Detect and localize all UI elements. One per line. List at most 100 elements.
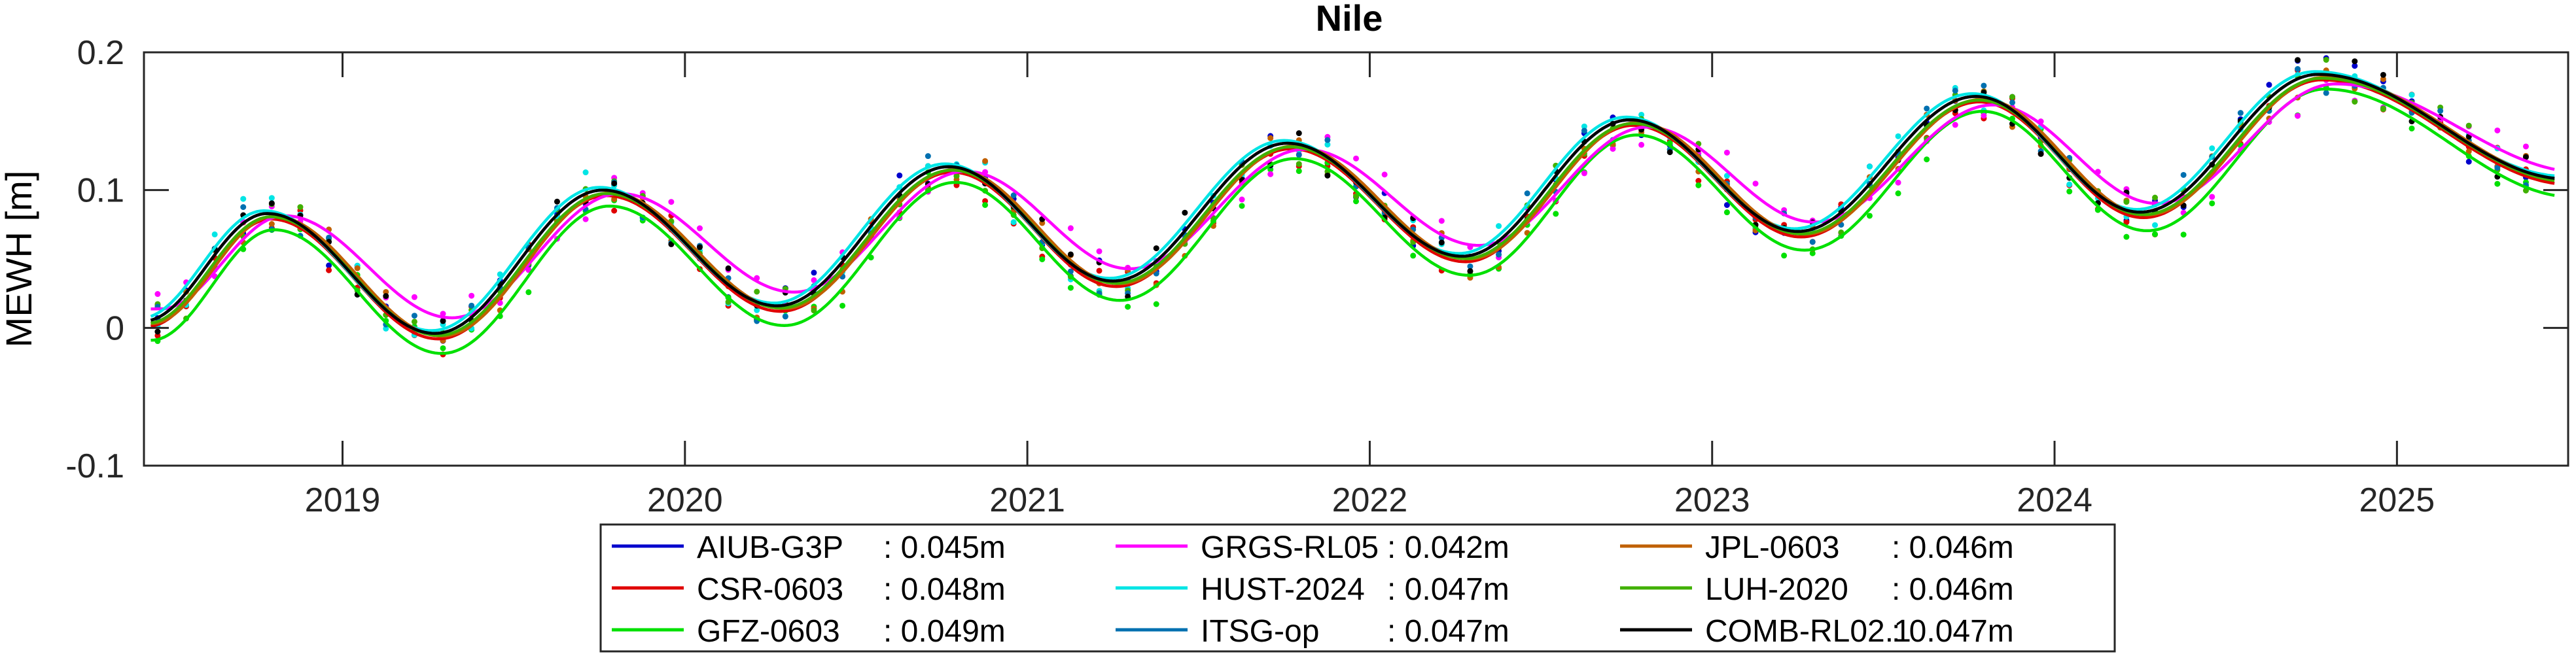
data-point xyxy=(1695,182,1702,188)
data-point xyxy=(1952,88,1958,94)
data-point xyxy=(268,221,275,228)
data-point xyxy=(1638,141,1645,148)
data-point xyxy=(1752,181,1759,187)
data-point xyxy=(326,267,332,273)
data-point xyxy=(1267,171,1274,177)
data-point xyxy=(1895,133,1901,139)
data-point xyxy=(1467,263,1473,269)
data-point xyxy=(611,180,618,186)
x-tick-label: 2023 xyxy=(1674,481,1750,519)
legend-box xyxy=(599,523,2116,653)
data-point xyxy=(1296,152,1302,158)
data-point xyxy=(1781,252,1788,259)
data-point xyxy=(154,328,161,335)
data-point xyxy=(1924,105,1930,112)
data-point xyxy=(1067,251,1074,258)
data-point xyxy=(1296,168,1302,175)
data-point xyxy=(1438,218,1445,224)
legend: AIUB-G3P: 0.045m CSR-0603: 0.048m GFZ-0603… xyxy=(599,523,2116,653)
data-point xyxy=(668,199,675,205)
y-tick-label: 0.1 xyxy=(77,172,124,210)
data-point xyxy=(211,231,218,237)
data-point xyxy=(2352,58,2358,65)
data-point xyxy=(1723,201,1730,208)
data-point xyxy=(896,172,903,179)
data-point xyxy=(1182,209,1188,216)
series-line xyxy=(150,87,2555,355)
data-point xyxy=(1039,256,1046,262)
data-point xyxy=(240,196,247,202)
x-tick-label: 2024 xyxy=(2017,481,2092,519)
data-point xyxy=(1410,252,1417,259)
data-point xyxy=(2295,66,2301,73)
data-point xyxy=(1296,161,1302,167)
data-point xyxy=(2209,145,2215,152)
data-point xyxy=(1324,141,1331,148)
data-point xyxy=(1809,239,1816,245)
data-point xyxy=(1695,178,1702,184)
data-point xyxy=(1353,155,1359,162)
data-point xyxy=(2152,194,2159,201)
data-point xyxy=(2437,108,2444,114)
data-point xyxy=(1638,111,1645,118)
axes-layer xyxy=(143,51,2569,467)
legend-label: CSR-0603 xyxy=(697,572,843,607)
data-point xyxy=(2465,148,2472,155)
data-point xyxy=(2465,122,2472,129)
data-point xyxy=(2323,90,2329,96)
data-point xyxy=(1895,190,1901,197)
data-point xyxy=(1866,213,1873,219)
data-point xyxy=(297,204,304,211)
data-point xyxy=(811,277,817,283)
data-point xyxy=(326,262,332,269)
data-point xyxy=(2123,233,2130,240)
data-point xyxy=(2380,76,2386,82)
data-point xyxy=(1096,267,1103,274)
data-point xyxy=(582,169,589,176)
data-point xyxy=(440,311,446,317)
data-point xyxy=(1125,303,1131,310)
plot-frame xyxy=(143,51,2569,467)
data-point xyxy=(2295,112,2301,119)
data-point xyxy=(782,313,788,320)
ticks-layer: 2019 2020 2021 2022 2023 2024 2025 -0.1 0 0.1 0.2 xyxy=(65,34,2568,519)
legend-label: COMB-RL02.1 xyxy=(1705,614,1911,649)
data-point xyxy=(811,269,817,276)
data-point xyxy=(1239,196,1245,203)
data-point xyxy=(268,195,275,201)
data-point xyxy=(554,198,560,205)
data-point xyxy=(2152,222,2159,228)
data-point xyxy=(1723,149,1730,156)
legend-label: JPL-0603 xyxy=(1705,530,1839,565)
data-point xyxy=(925,153,931,160)
data-point xyxy=(1096,248,1103,254)
data-point xyxy=(1467,267,1473,274)
data-point xyxy=(754,307,760,313)
data-point xyxy=(982,158,989,164)
data-point xyxy=(1153,301,1159,307)
legend-rms: : 0.042m xyxy=(1387,530,1509,565)
legend-label: ITSG-op xyxy=(1201,614,1319,649)
y-tick-label: 0 xyxy=(105,309,124,347)
data-point xyxy=(1895,179,1901,186)
data-point xyxy=(1581,170,1587,177)
data-point xyxy=(240,204,247,211)
data-point xyxy=(383,293,389,300)
series-line xyxy=(150,73,2555,336)
data-point xyxy=(2209,200,2215,207)
data-point xyxy=(2038,150,2044,157)
data-point xyxy=(1296,130,1302,137)
data-point xyxy=(1524,190,1530,197)
data-point xyxy=(1581,128,1587,134)
chart-title: Nile xyxy=(1316,0,1383,39)
x-tick-label: 2025 xyxy=(2359,481,2435,519)
data-point xyxy=(1324,137,1331,143)
y-tick-label: 0.2 xyxy=(77,34,124,72)
data-point xyxy=(1381,171,1388,178)
data-point xyxy=(1610,146,1616,152)
data-point xyxy=(383,325,389,332)
data-point xyxy=(953,173,960,179)
legend-rms: : 0.047m xyxy=(1387,572,1509,607)
x-tick-label: 2020 xyxy=(647,481,723,519)
data-point xyxy=(2494,181,2501,187)
